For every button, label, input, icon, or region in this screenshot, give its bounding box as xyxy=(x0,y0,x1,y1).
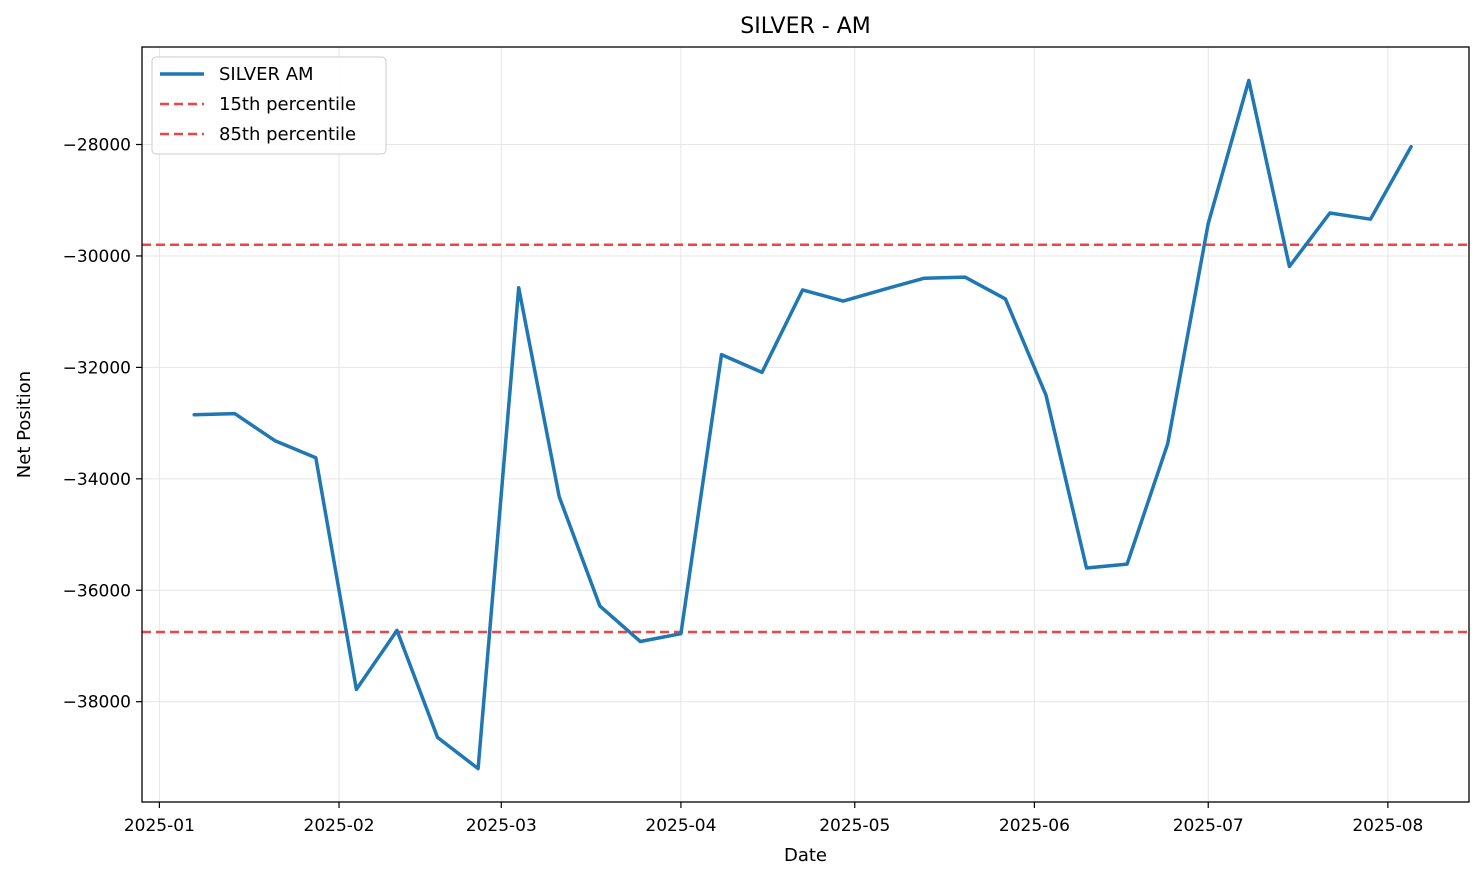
legend-box xyxy=(151,56,387,155)
plot-frame xyxy=(141,46,1470,803)
chart-title: SILVER - AM xyxy=(740,14,871,39)
x-tick-label: 2025-03 xyxy=(466,816,537,836)
legend-label-15th: 15th percentile xyxy=(219,94,356,115)
legend: SILVER AM 15th percentile 85th percentil… xyxy=(151,56,387,155)
y-axis-label: Net Position xyxy=(14,371,35,478)
reference-lines xyxy=(142,243,1469,634)
y-tick-label: −38000 xyxy=(63,693,131,713)
x-tick-label: 2025-07 xyxy=(1173,816,1244,836)
legend-label-85th: 85th percentile xyxy=(219,124,356,145)
y-tick-label: −34000 xyxy=(63,470,131,490)
y-tick-label: −28000 xyxy=(63,136,131,156)
x-tick-label: 2025-01 xyxy=(124,816,195,836)
x-axis-label: Date xyxy=(784,845,827,866)
x-tick-label: 2025-06 xyxy=(999,816,1070,836)
y-tick-label: −30000 xyxy=(63,247,131,267)
x-tick-label: 2025-05 xyxy=(819,816,890,836)
series-line-silver-am xyxy=(192,78,1413,771)
y-tick-label: −32000 xyxy=(63,358,131,378)
x-tick-label: 2025-04 xyxy=(645,816,716,836)
y-tick-label: −36000 xyxy=(63,581,131,601)
x-tick-label: 2025-08 xyxy=(1352,816,1423,836)
series-group xyxy=(192,78,1413,771)
legend-label-series: SILVER AM xyxy=(219,64,314,85)
x-axis-ticks: 2025-01 2025-02 2025-03 2025-04 2025-05 2025-… xyxy=(124,802,1423,836)
x-tick-label: 2025-02 xyxy=(304,816,375,836)
y-axis-ticks: −28000 −30000 −32000 −34000 −36000 −38000 xyxy=(63,136,142,713)
